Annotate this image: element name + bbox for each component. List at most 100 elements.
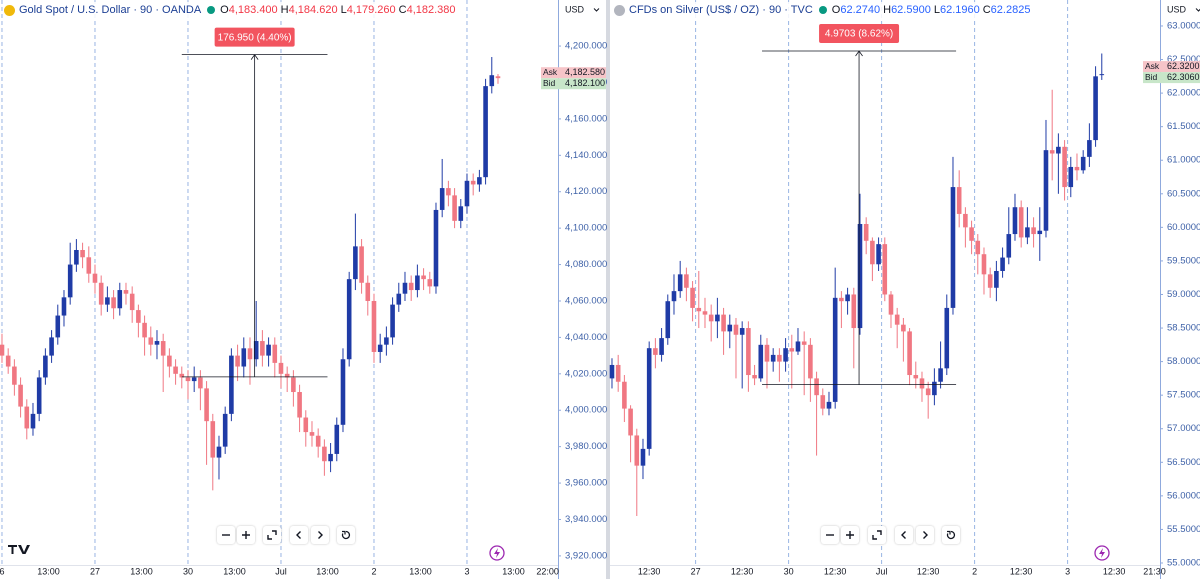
candle-body (746, 328, 751, 376)
candle-body (235, 355, 240, 367)
panel-divider (606, 0, 610, 579)
candle-body (241, 348, 247, 367)
x-tick-label: 12:30 (731, 566, 754, 576)
currency-label: USD (565, 4, 585, 14)
x-tick-label: 3 (464, 566, 469, 576)
candle-body (291, 377, 296, 393)
ohlc-value: 62.2825 (990, 4, 1031, 16)
candle-body (671, 291, 677, 302)
ohlc-value: 4,179.260 (346, 4, 396, 16)
candle-body (309, 432, 315, 436)
candle-body (36, 377, 42, 414)
candle-body (1043, 150, 1049, 231)
candle-body (956, 187, 962, 214)
zoom-out-button[interactable] (821, 526, 839, 544)
candle-body (483, 86, 488, 178)
candle-body (665, 301, 671, 339)
zoom-out-button[interactable] (217, 526, 235, 544)
candle-body (715, 314, 720, 322)
symbol-icon (614, 4, 625, 16)
candle-body (826, 401, 832, 409)
legend-header: CFDs on Silver (US$ / OZ) · 90 · TVC O 62.… (614, 2, 1034, 18)
scroll-left-button[interactable] (290, 526, 308, 544)
candle-body (882, 244, 888, 295)
x-tick-label: 27 (90, 566, 100, 576)
y-tick-label: 60.0000 (1167, 222, 1200, 233)
candle-body (377, 344, 383, 352)
fit-button[interactable] (263, 526, 281, 544)
candle-body (696, 307, 702, 312)
x-tick-label: 13:00 (502, 566, 525, 576)
price-label-box (1143, 61, 1200, 73)
price-label-value: 62.3200 (1167, 61, 1200, 71)
ohlc-key: H (883, 4, 892, 16)
candle-body (901, 324, 906, 332)
candle-body (415, 275, 420, 291)
candle-body (721, 314, 726, 332)
candle-body (439, 188, 445, 210)
price-label-box (541, 78, 606, 90)
candle-body (1000, 257, 1005, 271)
reset-button[interactable] (942, 526, 960, 544)
candle-body (1087, 140, 1092, 157)
scroll-right-button[interactable] (916, 526, 934, 544)
candle-body (727, 324, 733, 332)
x-tick-label: 13:00 (316, 566, 339, 576)
candle-body (129, 293, 135, 311)
status-dot (207, 6, 216, 14)
x-tick-label: 21:30 (1143, 566, 1166, 576)
candle-body (222, 413, 228, 447)
candle-body (43, 355, 48, 378)
scroll-left-button[interactable] (895, 526, 913, 544)
candle-body (708, 314, 714, 322)
candle-body (950, 187, 956, 308)
candle-body (142, 322, 147, 338)
y-tick-label: 3,920.000 (565, 550, 607, 561)
x-tick-label: 12:30 (1103, 566, 1126, 576)
candle-body (24, 406, 30, 429)
reset-button[interactable] (337, 526, 355, 544)
candle-body (777, 354, 782, 362)
candle-body (284, 373, 290, 378)
candle-body (253, 341, 259, 360)
candle-body (55, 315, 61, 338)
zoom-in-button[interactable] (237, 526, 255, 544)
candle-body (684, 274, 689, 288)
candle-body (907, 331, 912, 376)
candle-body (30, 413, 36, 429)
y-tick-label: 4,160.000 (565, 113, 607, 124)
candle-body (148, 337, 154, 345)
measure-label: 4.9703 (8.62%) (825, 29, 893, 40)
status-dot (818, 6, 827, 14)
candle-body (191, 377, 197, 382)
y-tick-label: 3,940.000 (565, 514, 607, 525)
x-tick-label: Jul (275, 566, 287, 576)
candle-body (925, 388, 931, 396)
candle-body (315, 435, 321, 447)
fit-button[interactable] (868, 526, 886, 544)
y-tick-label: 61.5000 (1167, 121, 1200, 132)
candle-body (86, 257, 92, 274)
scroll-right-button[interactable] (311, 526, 329, 544)
candle-body (111, 297, 116, 309)
ohlc-key: O (831, 4, 841, 16)
ohlc-key: O (220, 4, 229, 16)
candle-body (229, 355, 234, 414)
candle-body (210, 421, 216, 458)
candle-body (278, 362, 284, 374)
ohlc-value: 62.2740 (840, 4, 881, 16)
candle-body (421, 275, 426, 280)
candle-body (303, 417, 309, 433)
candle-body (659, 338, 664, 355)
zoom-in-button[interactable] (841, 526, 859, 544)
candle-body (365, 282, 371, 301)
y-tick-label: 3,960.000 (565, 478, 607, 489)
y-tick-label: 4,140.000 (565, 150, 607, 161)
candle-body (845, 294, 850, 302)
candle-body (433, 209, 439, 287)
y-tick-label: 58.0000 (1167, 356, 1200, 367)
ohlc-value: 62.5900 (891, 4, 931, 16)
candle-body (622, 381, 627, 409)
candle-body (702, 311, 708, 315)
candle-body (640, 448, 646, 466)
